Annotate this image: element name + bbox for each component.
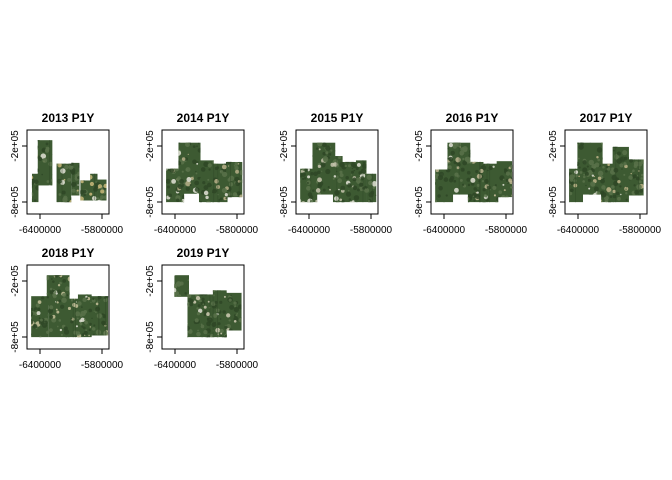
panel-title: 2013 P1Y [42,111,95,125]
panel-2: 2014 P1Y -6400000 -5800000 -2e+05 -8e+05 [145,111,259,236]
panels: 2013 P1Y-6400000 -5800000-2e+05-8e+052014… [10,111,662,371]
y-tick-label: -2e+05 [279,130,290,162]
plot-frame [26,264,110,350]
y-tick-label: -2e+05 [414,130,425,162]
x-tick-label: -5800000 [350,225,393,236]
x-tick-label: -6400000 [154,360,197,371]
x-tick-label: -5800000 [216,225,259,236]
scene-tile [366,173,377,203]
panel-title: 2017 P1Y [580,111,633,125]
x-tick-label: -5800000 [619,225,662,236]
y-tick-label: -2e+05 [548,130,559,162]
y-tick-label: -8e+05 [279,186,290,218]
x-tick-label: -6400000 [288,225,331,236]
x-tick-label: -6400000 [154,225,197,236]
x-tick-label: -6400000 [557,225,600,236]
panel-title: 2019 P1Y [177,246,230,260]
scene-tile [355,160,367,203]
x-tick-label: -6400000 [19,360,62,371]
y-tick-label: -8e+05 [145,186,156,218]
y-tick-label: -8e+05 [10,321,21,353]
plot-frame [161,264,245,350]
x-tick-label: -6400000 [423,225,466,236]
panel-7: 2019 P1Y -6400000 -5800000 -2e+05 -8e+05 [145,246,259,371]
panel-5: 2017 P1Y -6400000 -5800000 -2e+05 -8e+05 [548,111,662,236]
raster-image [166,142,243,203]
scene-tile [90,173,98,201]
x-tick-label: -6400000 [19,225,62,236]
panel-title: 2018 P1Y [42,246,95,260]
y-tick-label: -8e+05 [414,186,425,218]
y-tick-label: -8e+05 [145,321,156,353]
plot-frame [564,129,648,215]
plot-frame [295,129,379,215]
panel-title: 2016 P1Y [446,111,499,125]
x-tick-label: -5800000 [81,225,124,236]
x-tick-label: -5800000 [216,360,259,371]
raster-image [174,275,242,338]
x-tick-label: -5800000 [81,360,124,371]
x-tick-label: -5800000 [485,225,528,236]
plot-frame [430,129,514,215]
panel-title: 2015 P1Y [311,111,364,125]
y-tick-label: -8e+05 [10,186,21,218]
y-tick-label: -2e+05 [10,265,21,297]
y-tick-label: -8e+05 [548,186,559,218]
y-tick-label: -2e+05 [145,265,156,297]
plot-frame [161,129,245,215]
scene-tile [496,161,513,198]
panel-title: 2014 P1Y [177,111,230,125]
raster-image [569,142,644,203]
y-tick-label: -2e+05 [145,130,156,162]
y-tick-label: -2e+05 [10,130,21,162]
plot-frame [26,129,110,215]
